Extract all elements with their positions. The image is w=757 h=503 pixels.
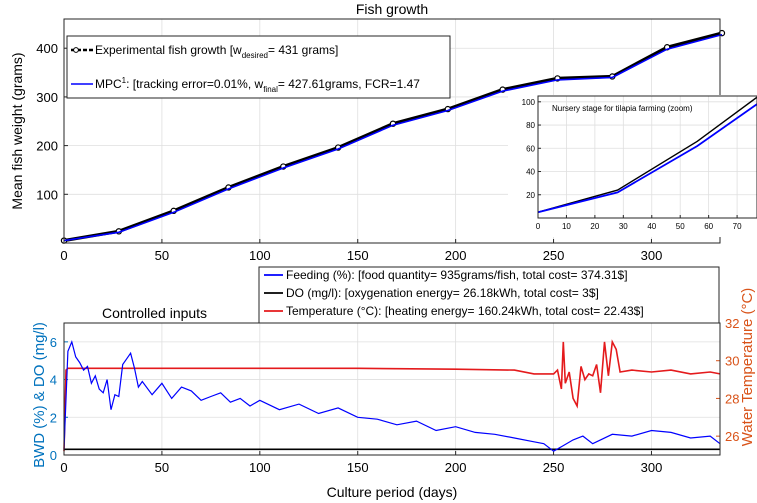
inset-x-tick-label: 10	[562, 222, 571, 231]
inputs-legend-label: DO (mg/l): [oxygenation energy= 26.18kWh…	[286, 286, 599, 300]
inputs-legend-label: Temperature (°C): [heating energy= 160.2…	[286, 304, 644, 318]
inputs-legend: Feeding (%): [food quantity= 935grams/fi…	[258, 266, 720, 324]
inset-x-tick-label: 0	[536, 222, 541, 231]
inset-x-tick-label: 30	[619, 222, 628, 231]
legend-text-part: = 427.61grams, FCR=1.47	[278, 77, 420, 91]
inputs-y-right-axis-label: Water Temperature (°C)	[739, 288, 756, 447]
growth-x-tick-label: 0	[60, 248, 67, 263]
inset-title: Nursery stage for tilapia farming (zoom)	[552, 104, 693, 113]
inset-x-tick-label: 20	[590, 222, 599, 231]
inputs-y-right-tick-label: 32	[725, 316, 739, 331]
growth-legend-experimental-label: Experimental fish growth [wdesired= 431 …	[95, 43, 338, 60]
growth-title: Fish growth	[356, 1, 428, 17]
inputs-y-tick-label: 0	[50, 448, 57, 463]
inputs-x-tick-label: 250	[543, 460, 565, 475]
inputs-x-tick-label: 300	[641, 460, 663, 475]
inputs-legend-label: Feeding (%): [food quantity= 935grams/fi…	[286, 268, 628, 282]
inputs-x-tick-label: 100	[249, 460, 271, 475]
inputs-y-tick-label: 4	[50, 373, 57, 388]
inputs-x-axis-label: Culture period (days)	[327, 484, 458, 500]
inset-y-tick-label: 60	[526, 144, 535, 153]
growth-x-tick-label: 300	[641, 248, 663, 263]
growth-legend-box	[66, 35, 451, 99]
growth-x-tick-label: 50	[155, 248, 169, 263]
inputs-series-feeding-line	[63, 340, 721, 452]
growth-x-tick-label: 100	[249, 248, 271, 263]
inputs-axes	[63, 323, 720, 456]
inputs-y-tick-label: 6	[50, 335, 57, 350]
inset-series-experimental-line	[537, 96, 757, 213]
legend-text-part: Experimental fish growth [w	[95, 43, 242, 57]
inset-border	[537, 95, 757, 219]
inputs-legend-box	[258, 266, 720, 324]
inset-plot-area	[538, 96, 757, 218]
legend-text-part: : [tracking error=0.01%, w	[126, 77, 263, 91]
inputs-x-tick-label: 0	[60, 460, 67, 475]
growth-y-tick-label: 200	[36, 139, 58, 154]
growth-series-mpc-line	[63, 33, 723, 242]
growth-y-tick-label: 400	[36, 41, 58, 56]
inset-y-tick-label: 20	[526, 191, 535, 200]
legend-subscript: final	[263, 85, 278, 94]
growth-y-axis-label: Mean fish weight (grams)	[9, 52, 25, 209]
inset-y-tick-label: 100	[522, 98, 536, 107]
inputs-y-right-tick-label: 26	[725, 429, 739, 444]
inset-x-tick-label: 50	[676, 222, 685, 231]
inputs-title: Controlled inputs	[102, 305, 207, 321]
growth-y-tick-label: 300	[36, 90, 58, 105]
inputs-y-axis-label: BWD (%) & DO (mg/l)	[31, 322, 48, 468]
inset-y-tick-label: 80	[526, 121, 535, 130]
growth-legend-experimental-marker	[73, 47, 79, 53]
inputs-y-tick-label: 2	[50, 410, 57, 425]
legend-superscript: 1	[122, 76, 127, 85]
inset-x-tick-label: 40	[647, 222, 656, 231]
inset-x-tick-label: 60	[704, 222, 713, 231]
inset-axes	[537, 96, 757, 218]
legend-text-part: MPC	[95, 77, 122, 91]
growth-y-tick-label: 100	[36, 187, 58, 202]
legend-text-part: = 431 grams]	[268, 43, 338, 57]
legend-subscript: desired	[242, 51, 268, 60]
inset-x-tick-label: 70	[733, 222, 742, 231]
inset-series-mpc-line	[537, 103, 757, 214]
inputs-series-temperature-line	[63, 339, 721, 452]
growth-legend: Experimental fish growth [wdesired= 431 …	[66, 35, 451, 99]
inset-y-tick-label: 40	[526, 168, 535, 177]
inputs-y-right-tick-label: 28	[725, 391, 739, 406]
growth-legend-mpc-label: MPC1: [tracking error=0.01%, wfinal= 427…	[95, 76, 420, 94]
inputs-plot-area	[64, 323, 720, 455]
inputs-y-right-tick-label: 30	[725, 354, 739, 369]
growth-x-tick-label: 150	[347, 248, 369, 263]
inputs-x-tick-label: 200	[445, 460, 467, 475]
inputs-x-tick-label: 150	[347, 460, 369, 475]
growth-x-tick-label: 250	[543, 248, 565, 263]
growth-x-tick-label: 200	[445, 248, 467, 263]
inputs-x-tick-label: 50	[155, 460, 169, 475]
